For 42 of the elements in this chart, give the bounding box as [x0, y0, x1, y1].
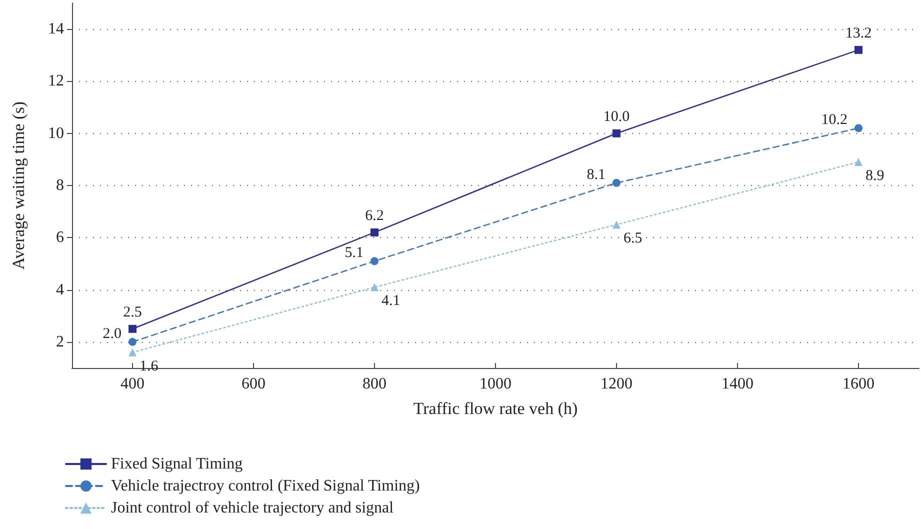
point: [128, 348, 136, 356]
point: [128, 324, 136, 333]
y-tick-label: 4: [56, 281, 64, 298]
point: [370, 228, 378, 236]
y-axis-title: Average waiting time (s): [9, 101, 28, 270]
y-tick-label: 12: [48, 72, 64, 90]
data-label: 8.9: [866, 168, 884, 184]
legend-label: Joint control of vehicle trajectory and signal: [111, 500, 394, 516]
y-tick-label: 14: [48, 20, 64, 38]
point: [370, 257, 378, 266]
x-tick-label: 600: [242, 376, 266, 392]
data-label: 13.2: [845, 25, 872, 42]
point: [854, 158, 862, 166]
point: [128, 338, 136, 346]
x-tick-label: 1600: [842, 376, 874, 392]
y-tick-label: 8: [56, 177, 64, 194]
data-label: 10.2: [821, 112, 848, 128]
x-tick-label: 1400: [722, 376, 754, 392]
data-label: 2.5: [123, 304, 142, 320]
y-tick-label: 6: [56, 229, 64, 246]
x-axis-title: Traffic flow rate veh (h): [413, 399, 578, 418]
point: [612, 220, 620, 229]
y-tick-label: 10: [48, 124, 64, 142]
data-label: 2.0: [102, 326, 122, 342]
point: [612, 129, 620, 138]
data-label: 6.2: [365, 208, 384, 224]
y-tick-label: 2: [56, 333, 64, 350]
data-label: 5.1: [344, 245, 364, 262]
legend-label: Vehicle trajectroy control (Fixed Signal Timing): [111, 478, 420, 494]
point: [854, 46, 862, 54]
x-tick-label: 1200: [600, 376, 632, 392]
point: [612, 178, 620, 187]
data-label: 6.5: [624, 230, 642, 247]
point: [370, 283, 378, 292]
point: [854, 124, 862, 132]
x-tick-label: 800: [362, 376, 386, 392]
x-tick-label: 400: [120, 376, 144, 392]
data-label: 4.1: [382, 293, 400, 310]
x-tick-label: 1000: [480, 376, 512, 392]
legend-label: Fixed Signal Timing: [111, 456, 243, 472]
data-label: 8.1: [586, 166, 606, 183]
data-label: 10.0: [603, 108, 630, 125]
